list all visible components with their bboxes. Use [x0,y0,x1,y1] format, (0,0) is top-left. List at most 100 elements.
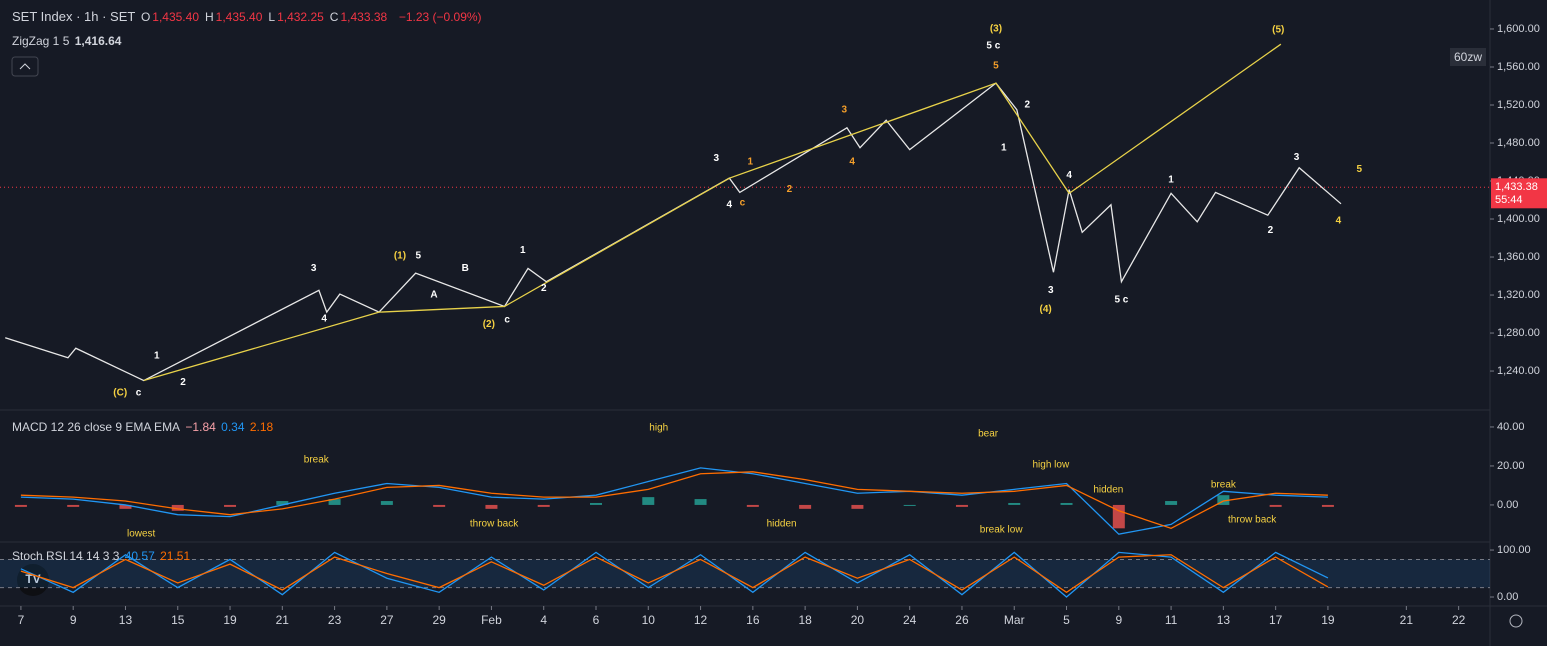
histogram-bar [380,501,393,505]
y-tick-label: 1,400.00 [1497,213,1540,225]
y-tick-label: 1,280.00 [1497,327,1540,339]
settings-icon[interactable] [1509,614,1523,628]
zigzag-line [143,43,1282,382]
wave-label: 5 c [1114,294,1128,305]
macd-annotation: throw back [1228,515,1277,526]
histogram-bar [1165,501,1178,505]
y-tick-label: 40.00 [1497,421,1525,433]
wave-label: 4 [727,199,733,210]
macd-line [20,467,1328,535]
last-price-tag [1491,178,1547,209]
histogram-bar [1008,502,1021,505]
wave-label: 2 [1268,225,1274,236]
histogram-bar [590,502,602,505]
ohlc-label: L [268,10,276,24]
macd-reading: −1.84 [185,420,216,434]
wave-label: 2 [541,283,547,294]
x-tick-label: 11 [1165,613,1178,627]
wave-label: (2) [483,319,495,330]
histogram-bar [67,504,80,507]
x-tick-label: 29 [432,613,446,627]
stoch-title: Stoch RSI 14 14 3 3 [12,549,120,563]
wave-label: 3 [311,263,317,274]
histogram-bar [955,504,968,507]
x-tick-label: 18 [798,613,812,627]
x-tick-label: 27 [380,613,394,627]
wave-label: (1) [394,251,406,262]
x-tick-label: 10 [642,613,656,627]
macd-title: MACD 12 26 close 9 EMA EMA [12,420,181,434]
histogram-bar [746,504,759,507]
wave-label: 5 [415,251,421,262]
wave-label: 5 c [986,41,1000,52]
wave-label: 5 [1357,164,1363,175]
countdown: 55:44 [1495,194,1523,206]
x-tick-label: 13 [119,613,133,627]
x-tick-label: Feb [481,613,502,627]
indicator-name: ZigZag 1 5 [12,34,70,48]
y-tick-label: 1,240.00 [1497,365,1540,377]
collapse-button[interactable] [11,56,39,77]
x-tick-label: 7 [18,613,25,627]
histogram-bar [14,504,27,507]
wave-label: (C) [113,388,127,399]
stoch-line [20,554,1329,594]
x-tick-label: 6 [593,613,600,627]
macd-annotation: break [304,455,330,466]
x-tick-label: 5 [1063,613,1070,627]
macd-annotation: hidden [767,518,797,529]
macd-annotation: high low [1032,460,1069,471]
x-tick-label: 26 [955,613,969,627]
wave-label: B [462,263,469,274]
histogram-bar [171,504,184,511]
wave-label: (5) [1272,25,1284,36]
y-tick-label: 1,600.00 [1497,23,1540,35]
wave-label: 3 [842,104,848,115]
y-tick-label: 1,480.00 [1497,137,1540,149]
wave-label: 4 [1336,216,1342,227]
wave-label: 1 [1001,142,1007,153]
wave-label: 4 [849,157,855,168]
x-tick-label: 17 [1269,613,1283,627]
ohlc-value: 1,433.38 [340,10,388,24]
x-tick-label: 13 [1217,613,1231,627]
y-tick-label: 20.00 [1497,460,1525,472]
wave-label: 2 [1025,100,1031,111]
macd-reading: 0.34 [221,420,245,434]
wave-label: 2 [787,184,793,195]
histogram-bar [642,497,655,505]
wave-label: 1 [520,245,526,256]
y-tick-label: 0.00 [1497,591,1518,603]
wave-label: 1 [154,350,160,361]
macd-annotation: hidden [1093,485,1123,496]
x-tick-label: 21 [276,613,290,627]
macd-legend: MACD 12 26 close 9 EMA EMA −1.84 0.34 2.… [12,420,275,434]
stoch-reading: 40.57 [124,549,155,563]
x-tick-label: 22 [1452,613,1466,627]
macd-line [20,471,1328,530]
badge-box [1450,48,1486,66]
x-tick-label: 20 [851,613,865,627]
wave-label: (3) [990,24,1002,35]
indicator-legend: ZigZag 1 5 1,416.64 [12,34,123,48]
macd-annotation: bear [978,429,999,440]
wave-label: 1 [747,157,753,168]
histogram-bar [694,499,707,505]
wave-label: 4 [321,313,327,324]
macd-reading: 2.18 [249,420,274,434]
ohlc-label: H [205,10,214,24]
histogram-bar [903,504,916,506]
histogram-bar [276,501,289,505]
wave-label: c [740,198,746,209]
macd-annotation: throw back [470,518,519,529]
ohlc-label: C [329,10,339,24]
wave-label: (4) [1039,304,1051,315]
ohlc: O 1,435.40 H 1,435.40 L 1,432.25 C 1,433.38 [141,9,393,24]
y-tick-label: 100.00 [1497,544,1531,556]
histogram-bar [119,504,132,509]
macd-annotation: high [649,423,668,434]
x-tick-label: 15 [171,613,185,627]
